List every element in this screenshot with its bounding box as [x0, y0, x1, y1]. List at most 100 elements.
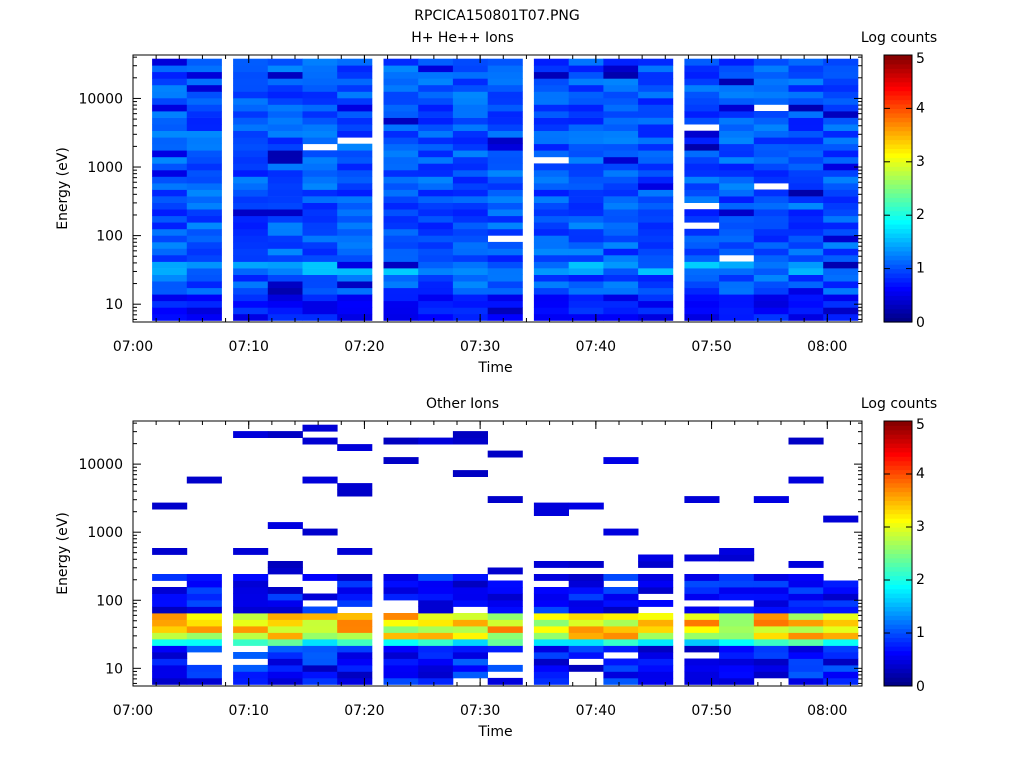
spectrogram-cell: [788, 658, 824, 666]
spectrogram-cell: [337, 215, 373, 223]
x-tick-label: 07:30: [460, 339, 500, 355]
spectrogram-cell: [788, 287, 824, 295]
spectrogram-cell: [533, 300, 569, 308]
spectrogram-cell: [753, 111, 789, 118]
spectrogram-cell: [684, 268, 720, 275]
spectrogram-cell: [788, 574, 824, 581]
spectrogram-cell: [418, 235, 454, 243]
spectrogram-cell: [152, 124, 188, 131]
spectrogram-cell: [823, 274, 859, 282]
spectrogram-cell: [788, 255, 824, 262]
spectrogram-cell: [152, 593, 188, 601]
spectrogram-cell: [638, 176, 674, 184]
spectrogram-cell: [302, 307, 338, 315]
spectrogram-cell: [788, 215, 824, 223]
colorbar-segment: [884, 273, 912, 279]
spectrogram-cell: [337, 274, 373, 282]
spectrogram-cell: [753, 130, 789, 138]
spectrogram-cell: [233, 169, 269, 177]
spectrogram-cell: [684, 639, 720, 646]
spectrogram-cell: [267, 294, 303, 302]
spectrogram-cell: [418, 169, 454, 177]
spectrogram-cell: [233, 613, 269, 620]
spectrogram-cell: [302, 84, 338, 92]
spectrogram-cell: [302, 664, 338, 672]
spectrogram-cell: [186, 274, 222, 282]
spectrogram-cell: [302, 196, 338, 203]
spectrogram-cell: [823, 176, 859, 184]
spectrogram-cell: [568, 645, 604, 653]
colorbar-segment: [884, 602, 912, 607]
spectrogram-cell: [753, 645, 789, 653]
colorbar-segment: [884, 597, 912, 603]
spectrogram-cell: [533, 307, 569, 315]
spectrogram-cell: [302, 163, 338, 171]
spectrogram-cell: [337, 58, 373, 66]
spectrogram-cell: [684, 183, 720, 190]
spectrogram-cell: [186, 241, 222, 249]
spectrogram-cell: [337, 626, 373, 633]
spectrogram-cell: [638, 255, 674, 262]
spectrogram-cell: [638, 300, 674, 308]
spectrogram-cell: [233, 176, 269, 184]
spectrogram-cell: [383, 65, 419, 73]
colorbar-segment: [884, 157, 912, 163]
spectrogram-cell: [337, 196, 373, 203]
spectrogram-cell: [267, 58, 303, 66]
spectrogram-cell: [302, 228, 338, 236]
spectrogram-cell: [684, 130, 720, 138]
colorbar-segment: [884, 575, 912, 581]
spectrogram-cell: [684, 619, 720, 627]
spectrogram-cell: [753, 222, 789, 230]
spectrogram-cell: [383, 652, 419, 659]
spectrogram-cell: [568, 65, 604, 73]
colorbar-tick-label: 5: [916, 51, 925, 67]
spectrogram-cell: [603, 97, 639, 105]
spectrogram-cell: [383, 268, 419, 275]
spectrogram-cell: [487, 196, 523, 203]
spectrogram-cell: [383, 117, 419, 125]
colorbar-segment: [884, 469, 912, 475]
colorbar-segment: [884, 72, 912, 78]
spectrogram-cell: [452, 580, 488, 588]
colorbar-segment: [884, 655, 912, 660]
spectrogram-cell: [487, 137, 523, 145]
spectrogram-cell: [753, 587, 789, 594]
spectrogram-cell: [337, 300, 373, 308]
colorbar-segment: [884, 549, 912, 554]
colorbar-segment: [884, 224, 912, 230]
spectrogram-cell: [337, 222, 373, 230]
spectrogram-cell: [383, 593, 419, 601]
spectrogram-cell: [753, 671, 789, 679]
spectrogram-cell: [233, 104, 269, 112]
colorbar-segment: [884, 672, 912, 678]
spectrogram-cell: [337, 639, 373, 646]
spectrogram-cell: [719, 209, 755, 217]
spectrogram-cell: [233, 268, 269, 275]
spectrogram-cell: [533, 241, 569, 249]
spectrogram-cell: [418, 71, 454, 79]
spectrogram-cell: [302, 222, 338, 230]
spectrogram-cell: [186, 84, 222, 92]
spectrogram-cell: [533, 111, 569, 118]
spectrogram-cell: [487, 632, 523, 640]
spectrogram-cell: [533, 137, 569, 145]
x-tick-label: 07:50: [691, 703, 731, 719]
spectrogram-cell: [186, 476, 222, 484]
spectrogram-cell: [719, 235, 755, 243]
spectrogram-cell: [267, 677, 303, 685]
spectrogram-cell: [452, 58, 488, 66]
spectrogram-cell: [383, 313, 419, 321]
spectrogram-cell: [452, 294, 488, 302]
spectrogram-cell: [719, 248, 755, 256]
spectrogram-cell: [233, 632, 269, 640]
spectrogram-cell: [452, 183, 488, 190]
spectrogram-cell: [233, 143, 269, 151]
spectrogram-cell: [684, 228, 720, 236]
spectrogram-cell: [568, 307, 604, 315]
colorbar-segment: [884, 99, 912, 105]
spectrogram-cell: [638, 574, 674, 581]
spectrogram-cell: [568, 281, 604, 289]
spectrogram-cell: [383, 300, 419, 308]
spectrogram-cell: [788, 130, 824, 138]
